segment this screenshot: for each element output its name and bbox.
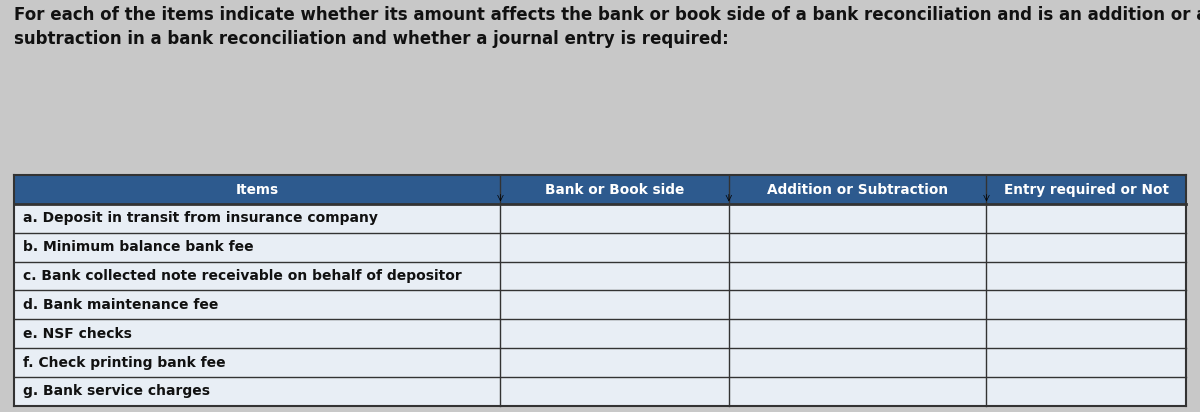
Bar	[14, 319, 1186, 348]
Text: c. Bank collected note receivable on behalf of depositor: c. Bank collected note receivable on beh…	[23, 269, 462, 283]
Bar	[14, 175, 1186, 204]
Bar	[14, 348, 1186, 377]
Text: Bank or Book side: Bank or Book side	[545, 183, 684, 197]
Bar	[14, 233, 1186, 262]
Text: For each of the items indicate whether its amount affects the bank or book side : For each of the items indicate whether i…	[14, 6, 1200, 48]
Text: g. Bank service charges: g. Bank service charges	[23, 384, 210, 398]
Text: d. Bank maintenance fee: d. Bank maintenance fee	[23, 298, 218, 312]
Text: Addition or Subtraction: Addition or Subtraction	[767, 183, 948, 197]
Text: Entry required or Not: Entry required or Not	[1003, 183, 1169, 197]
Bar	[14, 290, 1186, 319]
Bar	[14, 377, 1186, 406]
Text: b. Minimum balance bank fee: b. Minimum balance bank fee	[23, 240, 253, 254]
Text: e. NSF checks: e. NSF checks	[23, 327, 132, 341]
Text: Items: Items	[236, 183, 278, 197]
Text: f. Check printing bank fee: f. Check printing bank fee	[23, 356, 226, 370]
Bar	[14, 204, 1186, 233]
Bar	[14, 262, 1186, 290]
Text: a. Deposit in transit from insurance company: a. Deposit in transit from insurance com…	[23, 211, 378, 225]
